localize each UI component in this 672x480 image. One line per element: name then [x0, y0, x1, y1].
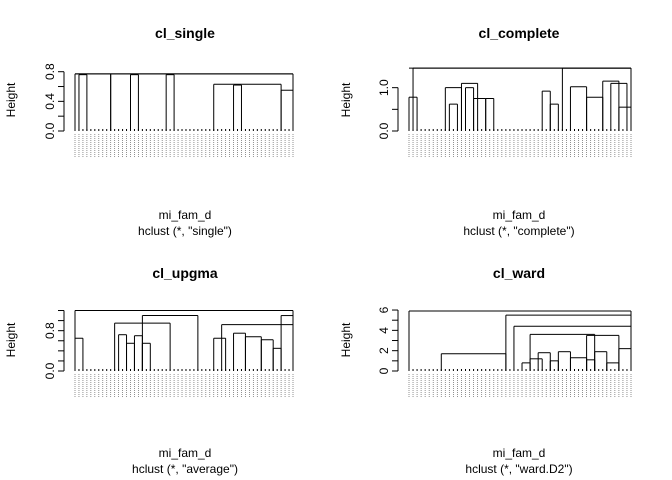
y-tick-label: 0.0	[377, 122, 391, 139]
merge	[408, 310, 632, 371]
dendrogram-cl-complete	[408, 67, 632, 131]
panel-cl-upgma: cl_upgma Height mi_fam_d hclust (*, "ave…	[4, 265, 294, 476]
merge	[165, 74, 175, 131]
leaf-labels-cl-single	[74, 134, 294, 158]
title-cl-single: cl_single	[155, 25, 215, 41]
panel-cl-complete: cl_complete Height mi_fam_d hclust (*, "…	[339, 25, 632, 238]
leaf-labels-cl-complete	[408, 134, 632, 158]
merge	[272, 347, 282, 371]
merge	[541, 90, 551, 131]
y-axis-cl-complete: 0.0 1.0	[377, 79, 399, 139]
merge	[440, 353, 507, 371]
y-tick-label: 4	[377, 327, 391, 334]
panel-cl-ward: cl_ward Height mi_fam_d hclust (*, "ward…	[339, 265, 632, 476]
merge	[618, 348, 632, 371]
merge	[244, 336, 262, 371]
merge	[537, 352, 551, 371]
merge	[118, 334, 128, 371]
merge	[129, 74, 139, 131]
y-axis-cl-upgma: 0.0 0.8	[43, 310, 65, 379]
xlabel-cl-single: mi_fam_d	[159, 208, 212, 222]
sub-cl-upgma: hclust (*, "average")	[132, 462, 238, 476]
ylabel-cl-complete: Height	[339, 82, 353, 117]
leaf-labels-cl-upgma	[74, 374, 294, 398]
dendrogram-cl-ward	[408, 310, 632, 371]
title-cl-ward: cl_ward	[493, 265, 545, 281]
y-tick-label: 0.4	[43, 93, 57, 110]
merge	[586, 96, 604, 131]
merge	[74, 73, 112, 131]
merge	[213, 337, 227, 371]
y-tick-label: 6	[377, 306, 391, 313]
dendrogram-cl-upgma	[74, 310, 294, 371]
y-tick-label: 0.0	[43, 122, 57, 139]
sub-cl-single: hclust (*, "single")	[138, 224, 232, 238]
merge	[485, 98, 495, 131]
y-axis-cl-single: 0.0 0.4 0.8	[43, 63, 65, 139]
xlabel-cl-complete: mi_fam_d	[493, 208, 546, 222]
merge	[561, 67, 632, 131]
merge	[569, 86, 588, 131]
ylabel-cl-upgma: Height	[4, 322, 18, 357]
sub-cl-complete: hclust (*, "complete")	[463, 224, 574, 238]
merge	[233, 84, 242, 131]
merge	[448, 103, 458, 131]
merge	[606, 362, 620, 371]
merge	[594, 351, 608, 371]
merge	[74, 337, 84, 371]
y-tick-label: 0.8	[43, 322, 57, 339]
merge	[280, 315, 294, 371]
title-cl-upgma: cl_upgma	[152, 265, 218, 281]
merge	[465, 87, 475, 131]
sub-cl-ward: hclust (*, "ward.D2")	[465, 462, 572, 476]
y-tick-label: 0.8	[43, 63, 57, 80]
dendrogram-cl-single	[74, 73, 294, 131]
ylabel-cl-single: Height	[4, 82, 18, 117]
merge	[473, 98, 487, 131]
y-tick-label: 1.0	[377, 79, 391, 96]
leaf-labels-cl-ward	[408, 374, 632, 398]
merge	[126, 342, 135, 371]
merge	[280, 89, 294, 131]
y-axis-cl-ward: 0 2 4 6	[377, 306, 399, 374]
merge	[444, 87, 462, 131]
merge	[233, 332, 246, 371]
panel-cl-single: cl_single Height mi_fam_d hclust (*, "si…	[4, 25, 294, 238]
merge	[141, 342, 151, 371]
merge	[513, 325, 632, 371]
y-tick-label: 0.0	[43, 362, 57, 379]
merge	[260, 339, 274, 371]
merge	[586, 334, 620, 371]
merge	[460, 82, 479, 131]
merge	[557, 351, 571, 371]
merge	[529, 358, 543, 371]
y-tick-label: 0	[377, 367, 391, 374]
merge	[221, 324, 294, 371]
merge	[408, 96, 418, 131]
y-tick-label: 2	[377, 347, 391, 354]
merge	[78, 74, 88, 131]
merge	[618, 106, 632, 131]
xlabel-cl-ward: mi_fam_d	[493, 446, 546, 460]
merge	[133, 335, 143, 371]
title-cl-complete: cl_complete	[479, 25, 560, 41]
merge	[74, 310, 294, 371]
xlabel-cl-upgma: mi_fam_d	[159, 446, 212, 460]
merge	[549, 103, 559, 131]
ylabel-cl-ward: Height	[339, 322, 353, 357]
merge	[213, 83, 282, 131]
